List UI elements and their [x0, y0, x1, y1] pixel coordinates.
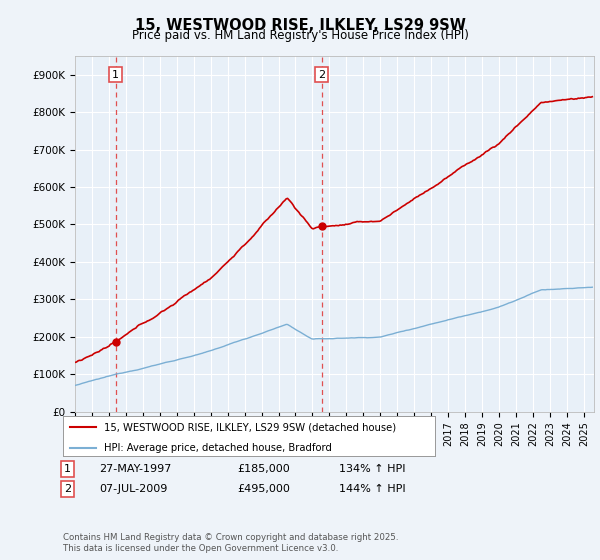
Text: 27-MAY-1997: 27-MAY-1997	[99, 464, 172, 474]
Text: 1: 1	[64, 464, 71, 474]
Text: HPI: Average price, detached house, Bradford: HPI: Average price, detached house, Brad…	[104, 442, 332, 452]
Text: Price paid vs. HM Land Registry's House Price Index (HPI): Price paid vs. HM Land Registry's House …	[131, 29, 469, 42]
Text: 134% ↑ HPI: 134% ↑ HPI	[339, 464, 406, 474]
Text: 2: 2	[318, 69, 325, 80]
Text: 07-JUL-2009: 07-JUL-2009	[99, 484, 167, 494]
Text: 15, WESTWOOD RISE, ILKLEY, LS29 9SW: 15, WESTWOOD RISE, ILKLEY, LS29 9SW	[134, 18, 466, 33]
Text: 2: 2	[64, 484, 71, 494]
Text: 144% ↑ HPI: 144% ↑ HPI	[339, 484, 406, 494]
Text: 1: 1	[112, 69, 119, 80]
Text: Contains HM Land Registry data © Crown copyright and database right 2025.
This d: Contains HM Land Registry data © Crown c…	[63, 533, 398, 553]
Text: 15, WESTWOOD RISE, ILKLEY, LS29 9SW (detached house): 15, WESTWOOD RISE, ILKLEY, LS29 9SW (det…	[104, 422, 396, 432]
Text: £185,000: £185,000	[237, 464, 290, 474]
Text: £495,000: £495,000	[237, 484, 290, 494]
